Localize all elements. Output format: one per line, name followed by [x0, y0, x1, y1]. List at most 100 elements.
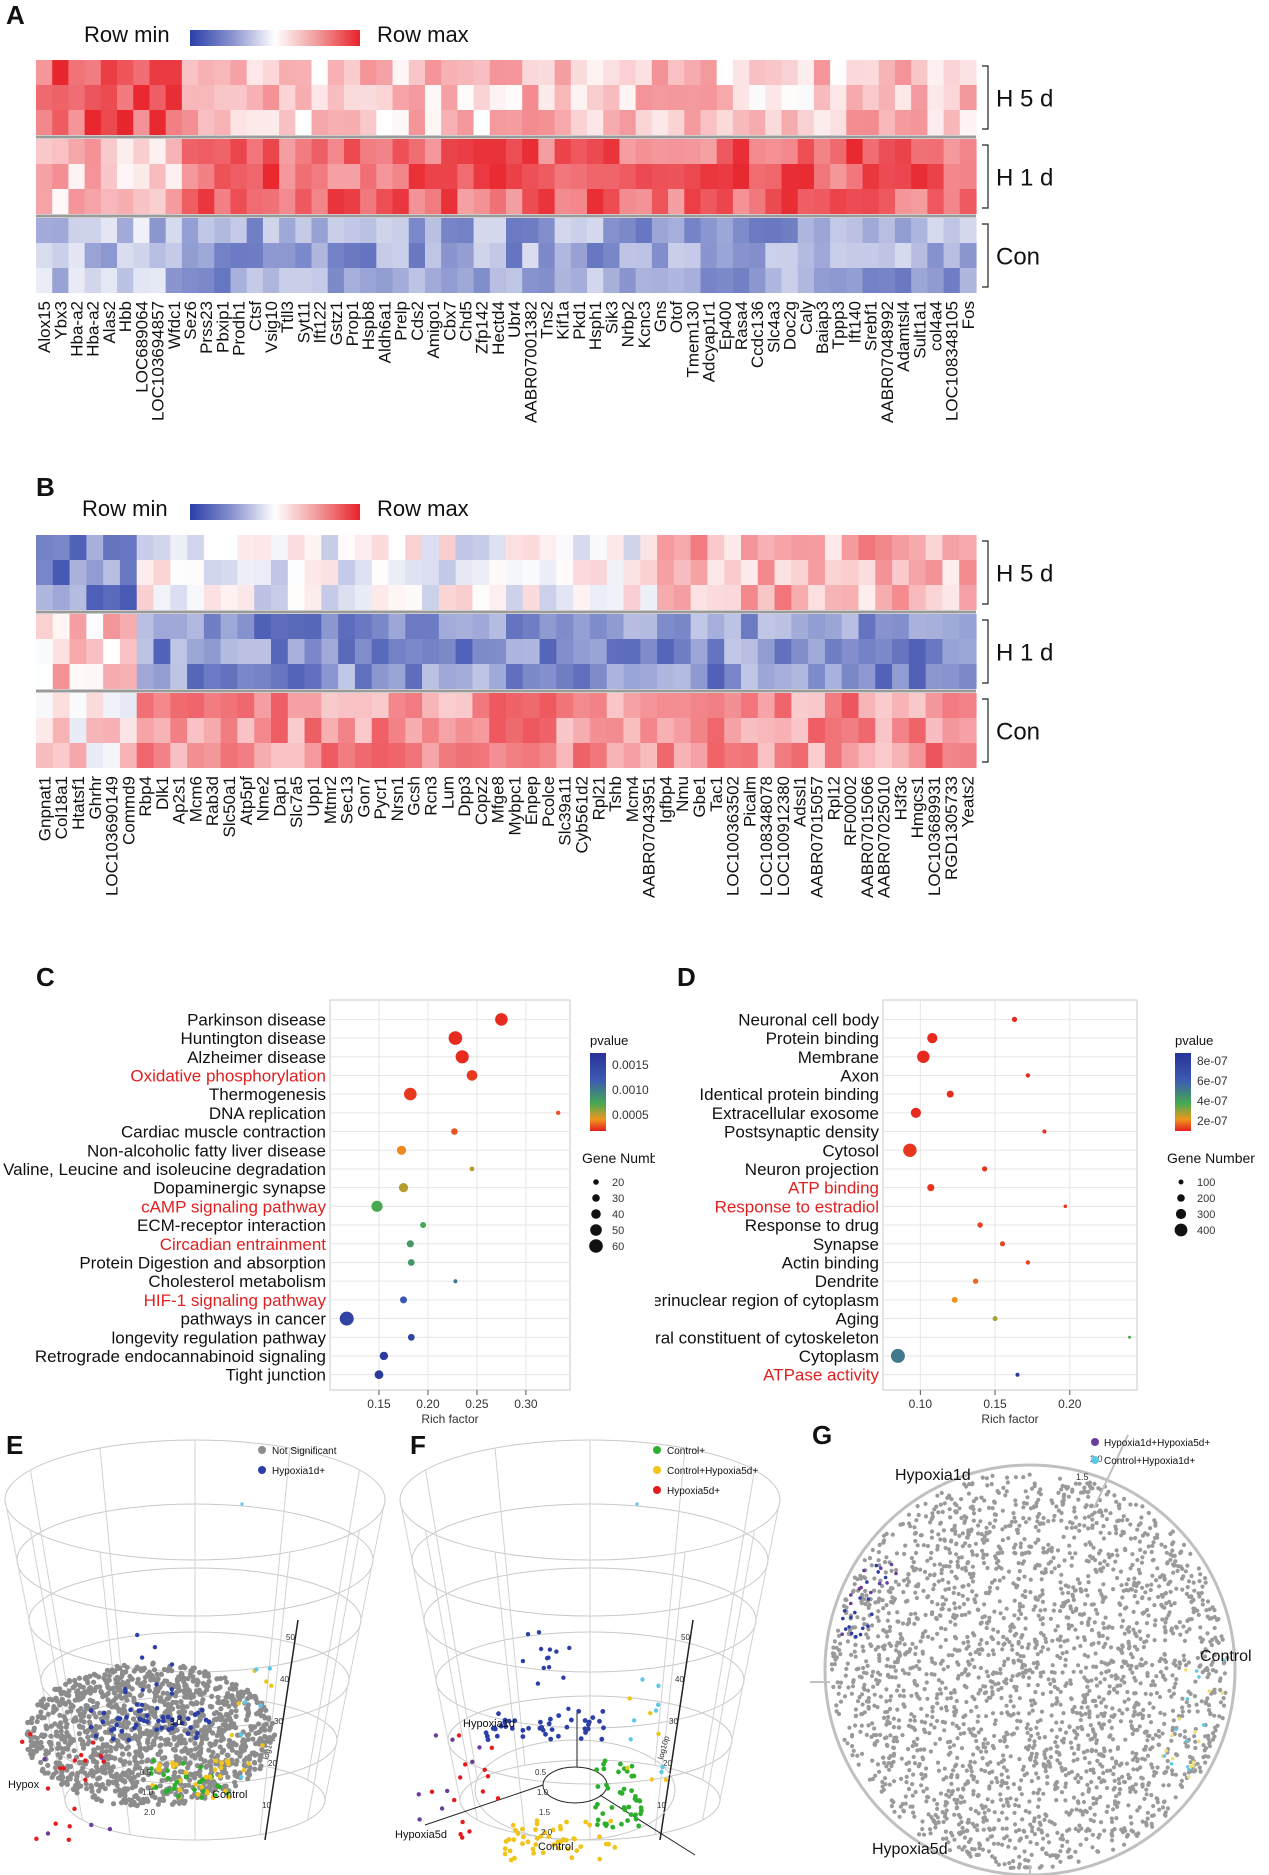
- heatmap-cell: [136, 614, 155, 639]
- polar-point: [1111, 1772, 1116, 1777]
- polar-point: [861, 1665, 866, 1671]
- volcano-point: [601, 1725, 606, 1731]
- polar-point: [930, 1511, 935, 1516]
- heatmap-cell: [862, 60, 880, 85]
- heatmap-cell: [246, 164, 264, 189]
- polar-point: [1040, 1691, 1045, 1696]
- heatmap-cell: [119, 535, 138, 560]
- volcano-point: [206, 1727, 213, 1733]
- polar-point: [903, 1794, 908, 1799]
- polar-point: [935, 1806, 940, 1811]
- heatmap-cell: [438, 718, 457, 743]
- gene-label: LOC100912380: [774, 776, 793, 896]
- polar-point: [1072, 1646, 1077, 1651]
- heatmap-cell: [651, 243, 669, 268]
- heatmap-cell: [304, 560, 322, 585]
- heatmap-cell: [262, 218, 280, 243]
- heatmap-cell: [716, 85, 734, 110]
- polar-point: [1150, 1543, 1155, 1548]
- heatmap-cell: [455, 718, 474, 743]
- heatmap-cell: [117, 243, 134, 268]
- heatmap-cell: [506, 218, 523, 243]
- polar-point: [995, 1551, 1000, 1556]
- polar-point: [1151, 1773, 1156, 1778]
- term-label: Neuron projection: [745, 1160, 879, 1179]
- polar-point: [1177, 1665, 1182, 1670]
- polar-point: [912, 1621, 917, 1626]
- heatmap-cell: [554, 218, 572, 243]
- polar-point: [1048, 1681, 1053, 1687]
- polar-point: [993, 1718, 998, 1723]
- volcano-point: [132, 1783, 138, 1789]
- polar-point: [977, 1642, 982, 1647]
- volcano-point: [133, 1749, 139, 1755]
- volcano-point: [546, 1721, 552, 1727]
- volcano-point: [538, 1834, 544, 1839]
- heatmap-cell: [506, 268, 523, 293]
- volcano-point: [548, 1736, 554, 1742]
- polar-point: [1203, 1746, 1209, 1751]
- polar-point: [889, 1804, 894, 1809]
- heatmap-cell: [539, 693, 557, 718]
- polar-point: [1101, 1621, 1106, 1626]
- heatmap-cell: [304, 743, 322, 768]
- heatmap-cell: [133, 218, 151, 243]
- polar-point: [1198, 1769, 1203, 1774]
- volcano-point: [159, 1777, 165, 1784]
- polar-point: [1101, 1697, 1106, 1702]
- polar-point: [1093, 1607, 1098, 1612]
- polar-point: [962, 1799, 967, 1804]
- heatmap-cell: [603, 85, 621, 110]
- x-tick-label: 0.25: [465, 1397, 489, 1411]
- heatmap-cell: [942, 585, 960, 610]
- volcano-point: [123, 1669, 129, 1675]
- heatmap-cell: [732, 85, 750, 110]
- volcano-point: [561, 1675, 566, 1680]
- heatmap-cell: [757, 614, 776, 639]
- volcano-point: [550, 1827, 556, 1833]
- polar-point: [1154, 1796, 1159, 1801]
- heatmap-cell: [606, 743, 625, 768]
- volcano-point: [245, 1776, 251, 1782]
- heatmap-cell: [371, 585, 390, 610]
- axis-control: [599, 1794, 696, 1856]
- heatmap-cell: [875, 560, 893, 585]
- polar-point: [1120, 1618, 1126, 1623]
- heatmap-cell: [304, 535, 322, 560]
- volcano-point: [55, 1752, 61, 1758]
- volcano-point: [196, 1669, 203, 1676]
- gene-label: Kcnc3: [635, 301, 654, 348]
- volcano-point: [90, 1773, 96, 1779]
- polar-point: [984, 1525, 989, 1530]
- heatmap-cell: [943, 218, 961, 243]
- volcano-point: [463, 1762, 468, 1767]
- heatmap-cell: [52, 664, 71, 689]
- polar-point: [1221, 1703, 1227, 1708]
- color-legend-tick: 0.0010: [612, 1083, 649, 1097]
- enrichment-point: [469, 1166, 475, 1172]
- polar-point: [951, 1590, 956, 1595]
- enrichment-point: [927, 1184, 935, 1192]
- volcano-point: [187, 1771, 194, 1777]
- polar-point: [845, 1661, 850, 1666]
- volcano-point: [114, 1722, 120, 1728]
- heatmap-cell: [640, 535, 658, 560]
- heatmap-cell: [338, 639, 356, 664]
- heatmap-cell: [86, 693, 104, 718]
- heatmap-cell: [824, 743, 843, 768]
- heatmap-cell: [943, 85, 961, 110]
- volcano-point: [582, 1726, 588, 1732]
- heatmap-cell: [489, 743, 507, 768]
- polar-point: [898, 1522, 903, 1527]
- term-label: Valine, Leucine and isoleucine degradati…: [3, 1160, 326, 1179]
- heatmap-cell: [781, 243, 799, 268]
- polar-point: [935, 1692, 940, 1697]
- volcano-point: [269, 1720, 275, 1727]
- plot-frame: [882, 999, 1138, 1391]
- volcano-point: [157, 1767, 163, 1773]
- polar-point: [911, 1754, 916, 1760]
- polar-point: [877, 1542, 882, 1547]
- polar-point: [1180, 1705, 1185, 1710]
- heatmap-cell: [797, 164, 815, 189]
- polar-point: [1043, 1639, 1049, 1644]
